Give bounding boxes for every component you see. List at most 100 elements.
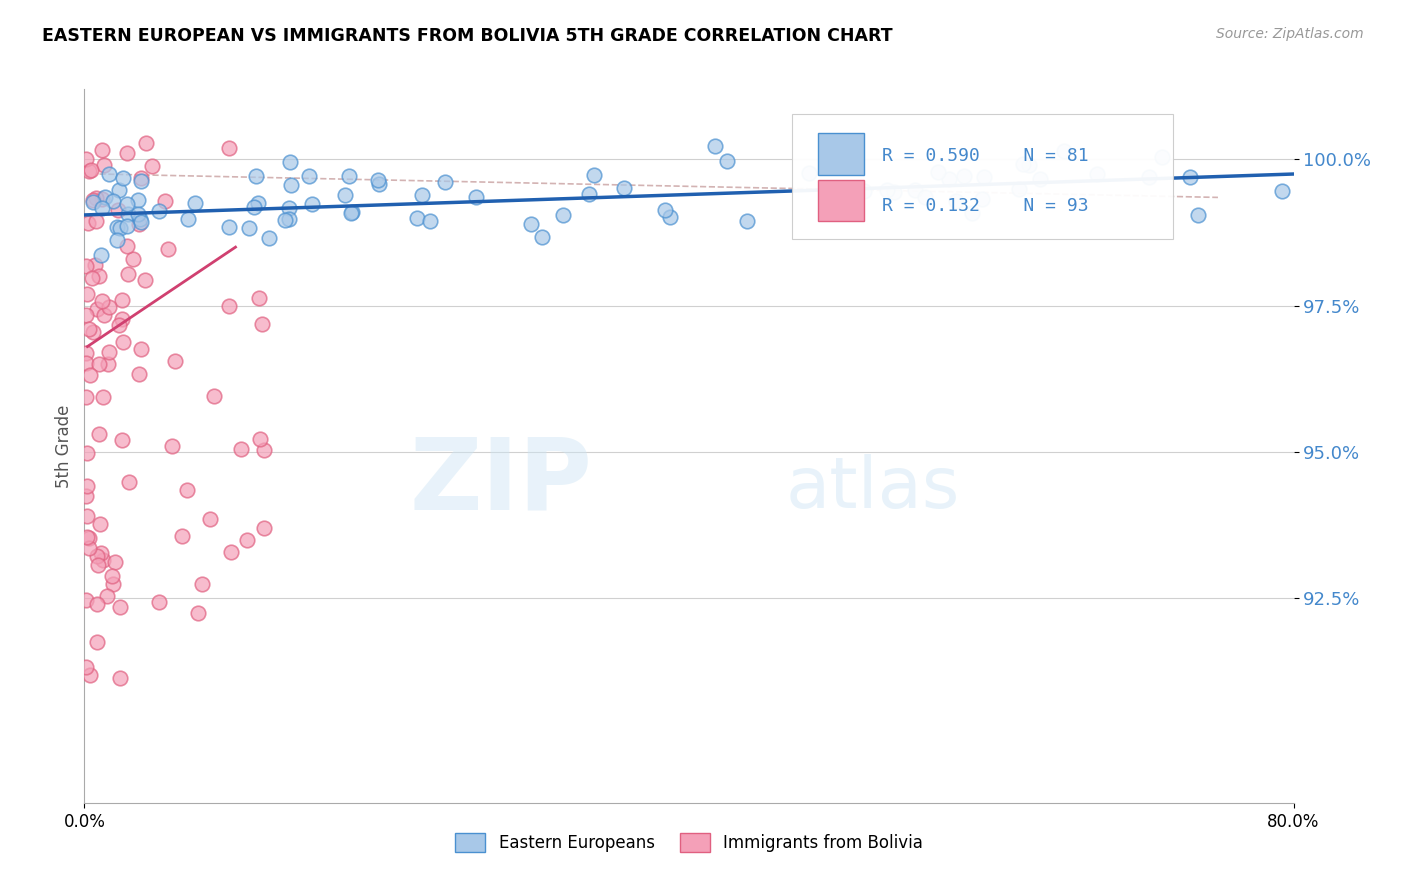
Point	[84, 214, 107, 228]
Point	[79, 668, 101, 682]
Point	[280, 178, 302, 193]
Point	[277, 212, 299, 227]
Point	[108, 318, 131, 332]
Point	[76, 446, 98, 460]
Point	[927, 165, 949, 179]
Point	[134, 272, 156, 286]
Point	[141, 159, 163, 173]
Point	[367, 172, 389, 186]
Point	[115, 219, 138, 233]
Point	[117, 267, 139, 281]
FancyBboxPatch shape	[792, 114, 1173, 239]
Point	[94, 190, 117, 204]
Point	[76, 479, 98, 493]
Point	[86, 301, 108, 316]
Point	[91, 192, 114, 206]
Point	[218, 220, 240, 235]
Point	[434, 175, 457, 189]
Point	[520, 217, 543, 231]
Point	[218, 141, 240, 155]
Text: ZIP: ZIP	[409, 434, 592, 530]
Point	[245, 169, 267, 183]
Point	[148, 595, 170, 609]
Point	[238, 221, 260, 235]
Text: EASTERN EUROPEAN VS IMMIGRANTS FROM BOLIVIA 5TH GRADE CORRELATION CHART: EASTERN EUROPEAN VS IMMIGRANTS FROM BOLI…	[42, 27, 893, 45]
Point	[86, 190, 108, 204]
Point	[91, 553, 114, 567]
Point	[419, 213, 441, 227]
Point	[75, 308, 97, 322]
Point	[162, 439, 184, 453]
Point	[127, 206, 149, 220]
Point	[79, 163, 101, 178]
Point	[883, 185, 905, 199]
Point	[75, 259, 97, 273]
Point	[115, 145, 138, 160]
Legend: Eastern Europeans, Immigrants from Bolivia: Eastern Europeans, Immigrants from Boliv…	[449, 826, 929, 859]
Point	[117, 207, 139, 221]
Point	[96, 590, 118, 604]
Point	[405, 211, 427, 226]
Point	[797, 166, 820, 180]
Point	[153, 194, 176, 208]
Point	[904, 183, 927, 197]
Point	[129, 211, 152, 226]
Point	[115, 197, 138, 211]
Point	[1012, 157, 1035, 171]
Point	[960, 206, 983, 220]
Point	[75, 489, 97, 503]
Point	[91, 143, 114, 157]
Point	[952, 169, 974, 183]
Point	[75, 390, 97, 404]
Point	[82, 325, 104, 339]
Point	[90, 201, 112, 215]
Point	[247, 291, 270, 305]
Point	[84, 258, 107, 272]
Point	[1178, 169, 1201, 184]
Point	[852, 184, 875, 198]
Point	[76, 509, 98, 524]
Point	[111, 433, 134, 447]
Point	[613, 181, 636, 195]
Point	[411, 187, 433, 202]
Point	[105, 233, 128, 247]
Point	[945, 194, 967, 209]
Point	[253, 521, 276, 535]
Point	[1018, 158, 1040, 172]
Point	[90, 248, 112, 262]
Point	[301, 197, 323, 211]
Point	[101, 577, 124, 591]
Point	[246, 196, 269, 211]
Point	[337, 169, 360, 184]
Point	[131, 215, 153, 229]
Point	[1152, 150, 1174, 164]
Point	[464, 189, 486, 203]
Point	[77, 322, 100, 336]
Point	[76, 287, 98, 301]
Point	[333, 188, 356, 202]
Point	[82, 193, 104, 207]
Point	[87, 558, 110, 573]
Point	[112, 334, 135, 349]
Point	[98, 167, 121, 181]
Point	[129, 174, 152, 188]
Point	[76, 530, 98, 544]
Point	[1052, 144, 1074, 158]
Point	[914, 190, 936, 204]
Point	[135, 136, 157, 151]
Point	[111, 312, 134, 326]
Point	[339, 206, 361, 220]
Point	[252, 443, 274, 458]
Point	[1085, 167, 1108, 181]
Point	[177, 211, 200, 226]
Point	[128, 368, 150, 382]
Point	[298, 169, 321, 183]
Point	[79, 163, 101, 178]
Point	[93, 308, 115, 322]
Point	[231, 442, 253, 457]
Point	[938, 171, 960, 186]
Point	[202, 389, 225, 403]
Point	[121, 252, 143, 266]
Text: R = 0.132    N = 93: R = 0.132 N = 93	[883, 196, 1090, 214]
Point	[108, 221, 131, 235]
